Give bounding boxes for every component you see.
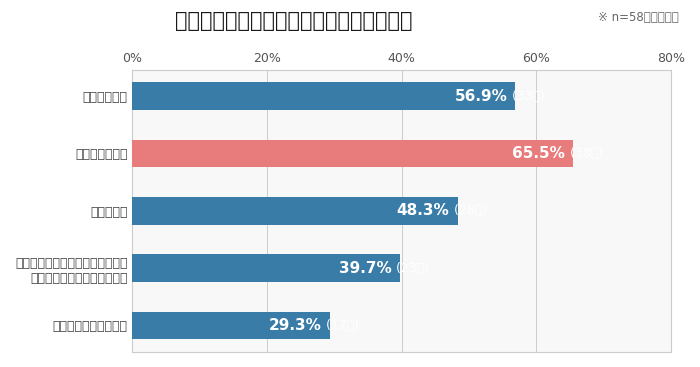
Bar: [132, 312, 330, 339]
Text: 39.7%: 39.7%: [339, 261, 391, 276]
Text: 【図】生産性が低下している広告出稿業務: 【図】生産性が低下している広告出稿業務: [175, 11, 413, 31]
Text: (38名): (38名): [566, 147, 603, 160]
Text: ※ n=58／複数回答: ※ n=58／複数回答: [598, 11, 679, 24]
Bar: [132, 140, 573, 167]
Bar: [132, 254, 400, 282]
Text: (23名): (23名): [392, 262, 429, 275]
Text: 65.5%: 65.5%: [512, 146, 566, 161]
Text: (28名): (28名): [450, 204, 487, 217]
Text: 48.3%: 48.3%: [397, 203, 449, 218]
Bar: [132, 83, 515, 110]
Text: (33名): (33名): [508, 90, 545, 103]
Text: (17名): (17名): [322, 319, 359, 332]
Text: 29.3%: 29.3%: [269, 318, 321, 333]
Text: 56.9%: 56.9%: [454, 89, 508, 103]
Bar: [132, 197, 458, 225]
